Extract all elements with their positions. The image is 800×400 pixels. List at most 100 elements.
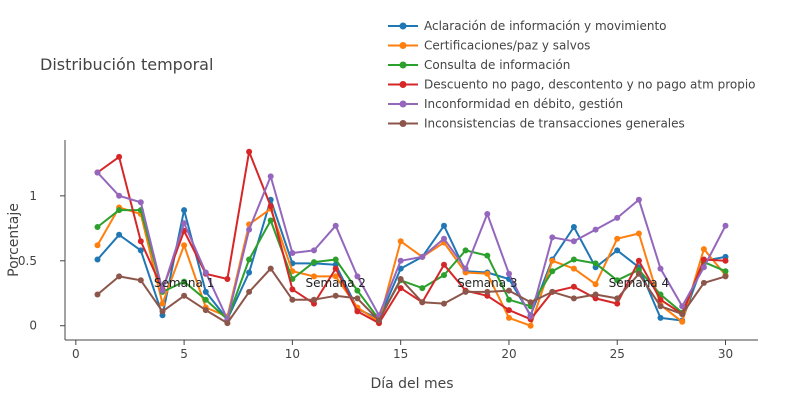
data-point[interactable]: [614, 214, 621, 221]
data-point[interactable]: [181, 278, 188, 285]
data-point[interactable]: [267, 173, 274, 180]
data-point[interactable]: [527, 322, 534, 329]
data-point[interactable]: [116, 153, 123, 160]
data-point[interactable]: [614, 300, 621, 307]
data-point[interactable]: [397, 285, 404, 292]
data-point[interactable]: [419, 299, 426, 306]
legend-item[interactable]: Consulta de información: [388, 58, 570, 72]
data-point[interactable]: [527, 313, 534, 320]
data-point[interactable]: [202, 288, 209, 295]
data-point[interactable]: [679, 311, 686, 317]
data-point[interactable]: [506, 270, 512, 277]
data-point[interactable]: [224, 276, 231, 282]
data-point[interactable]: [506, 314, 512, 321]
data-point[interactable]: [679, 318, 686, 325]
data-point[interactable]: [267, 203, 274, 210]
data-point[interactable]: [202, 307, 209, 314]
data-point[interactable]: [592, 291, 599, 298]
data-point[interactable]: [570, 256, 577, 263]
data-point[interactable]: [700, 246, 707, 253]
data-point[interactable]: [94, 291, 101, 298]
data-point[interactable]: [441, 261, 447, 268]
data-point[interactable]: [94, 256, 101, 263]
data-point[interactable]: [289, 286, 296, 293]
data-point[interactable]: [332, 222, 339, 229]
data-point[interactable]: [679, 303, 686, 310]
data-point[interactable]: [635, 257, 642, 264]
data-point[interactable]: [311, 273, 317, 280]
data-point[interactable]: [722, 257, 729, 264]
data-point[interactable]: [159, 287, 166, 294]
data-point[interactable]: [289, 250, 296, 256]
data-point[interactable]: [549, 234, 556, 241]
data-point[interactable]: [181, 220, 188, 227]
data-point[interactable]: [354, 273, 361, 280]
data-point[interactable]: [570, 224, 577, 230]
data-point[interactable]: [311, 296, 317, 303]
data-point[interactable]: [441, 235, 447, 242]
data-point[interactable]: [354, 308, 361, 315]
legend-item[interactable]: Aclaración de información y movimiento: [388, 19, 666, 33]
data-point[interactable]: [549, 257, 556, 264]
data-point[interactable]: [116, 192, 123, 199]
data-point[interactable]: [506, 296, 512, 303]
data-point[interactable]: [311, 247, 317, 254]
data-point[interactable]: [181, 292, 188, 299]
data-point[interactable]: [441, 272, 447, 279]
data-point[interactable]: [657, 303, 664, 310]
data-point[interactable]: [332, 256, 339, 263]
legend-item[interactable]: Certificaciones/paz y salvos: [388, 39, 590, 53]
data-point[interactable]: [484, 288, 491, 295]
data-point[interactable]: [332, 265, 339, 272]
data-point[interactable]: [722, 268, 729, 275]
data-point[interactable]: [570, 295, 577, 302]
data-point[interactable]: [116, 273, 123, 280]
data-point[interactable]: [202, 296, 209, 303]
data-point[interactable]: [116, 207, 123, 214]
data-point[interactable]: [484, 270, 491, 277]
data-point[interactable]: [614, 295, 621, 302]
data-point[interactable]: [700, 279, 707, 286]
data-point[interactable]: [267, 217, 274, 224]
data-point[interactable]: [657, 296, 664, 303]
data-point[interactable]: [267, 265, 274, 272]
data-point[interactable]: [246, 256, 253, 263]
data-point[interactable]: [635, 196, 642, 203]
data-point[interactable]: [570, 283, 577, 290]
legend-item[interactable]: Descuento no pago, descontento y no pago…: [388, 78, 756, 92]
data-point[interactable]: [614, 277, 621, 284]
data-point[interactable]: [202, 269, 209, 276]
data-point[interactable]: [441, 222, 447, 229]
data-point[interactable]: [94, 242, 101, 249]
data-point[interactable]: [722, 273, 729, 280]
data-point[interactable]: [484, 211, 491, 217]
data-point[interactable]: [137, 277, 144, 284]
data-point[interactable]: [722, 222, 729, 229]
data-point[interactable]: [506, 307, 512, 314]
data-point[interactable]: [94, 169, 101, 176]
data-point[interactable]: [592, 226, 599, 233]
data-point[interactable]: [289, 296, 296, 303]
data-point[interactable]: [116, 231, 123, 238]
data-point[interactable]: [419, 285, 426, 292]
data-point[interactable]: [549, 268, 556, 275]
data-point[interactable]: [224, 320, 231, 327]
data-point[interactable]: [462, 288, 469, 295]
data-point[interactable]: [246, 148, 253, 155]
legend-item[interactable]: Inconsistencias de transacciones general…: [388, 117, 685, 131]
data-point[interactable]: [332, 273, 339, 280]
data-point[interactable]: [506, 287, 512, 294]
data-point[interactable]: [159, 300, 166, 307]
data-point[interactable]: [419, 253, 426, 260]
data-point[interactable]: [700, 264, 707, 271]
data-point[interactable]: [462, 247, 469, 254]
data-point[interactable]: [614, 235, 621, 242]
data-point[interactable]: [354, 287, 361, 294]
data-point[interactable]: [246, 269, 253, 276]
data-point[interactable]: [137, 247, 144, 254]
data-point[interactable]: [592, 281, 599, 288]
data-point[interactable]: [311, 259, 317, 266]
data-point[interactable]: [657, 314, 664, 321]
data-point[interactable]: [614, 247, 621, 254]
legend-item[interactable]: Inconformidad en débito, gestión: [388, 97, 623, 111]
